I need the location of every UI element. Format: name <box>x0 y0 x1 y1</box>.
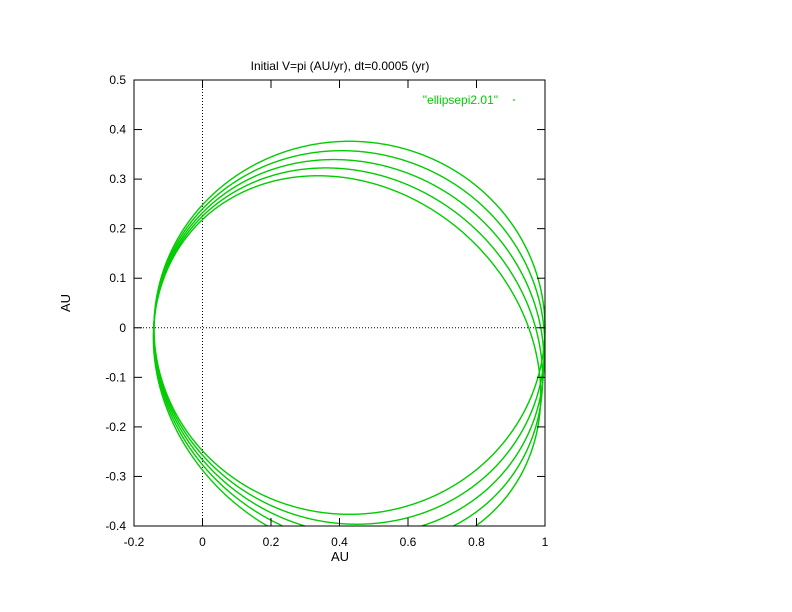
orbit-points <box>152 140 546 527</box>
chart-title: Initial V=pi (AU/yr), dt=0.0005 (yr) <box>251 59 430 73</box>
zero-axes <box>134 80 545 526</box>
